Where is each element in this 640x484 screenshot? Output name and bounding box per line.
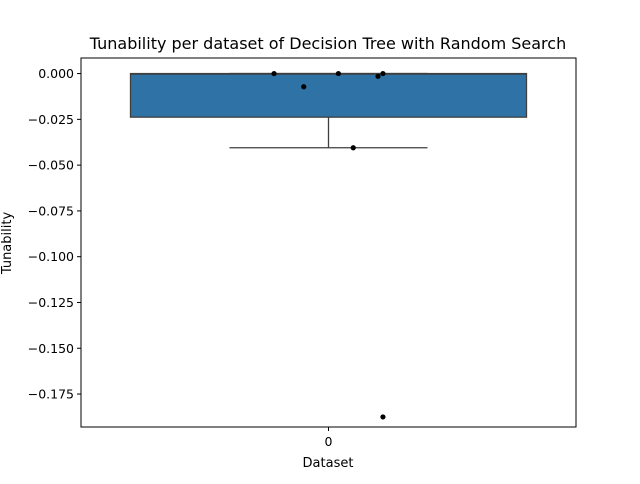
y-axis-label: Tunability [0,212,15,276]
data-point [271,70,277,77]
data-point [301,84,307,90]
y-tick-label: −0.100 [28,249,74,264]
data-point [380,414,386,420]
data-point [380,70,386,77]
chart-title: Tunability per dataset of Decision Tree … [89,34,566,53]
plot-area [80,57,577,428]
y-tick-label: −0.025 [28,112,74,127]
x-axis-label: Dataset [303,456,354,471]
x-axis: 0 [325,427,333,449]
y-axis: 0.000 −0.025 −0.050 −0.075 −0.100 −0.125 −0.15… [28,66,81,402]
y-tick-label: 0.000 [38,66,74,81]
x-tick-label: 0 [325,434,333,449]
data-point [375,73,381,79]
y-tick-label: −0.050 [28,158,74,173]
data-point [335,70,341,77]
y-tick-label: −0.125 [28,295,74,310]
y-tick-label: −0.075 [28,203,74,218]
data-point [350,145,356,151]
y-tick-label: −0.175 [28,387,74,402]
y-tick-label: −0.150 [28,341,74,356]
box-iqr [129,72,528,118]
